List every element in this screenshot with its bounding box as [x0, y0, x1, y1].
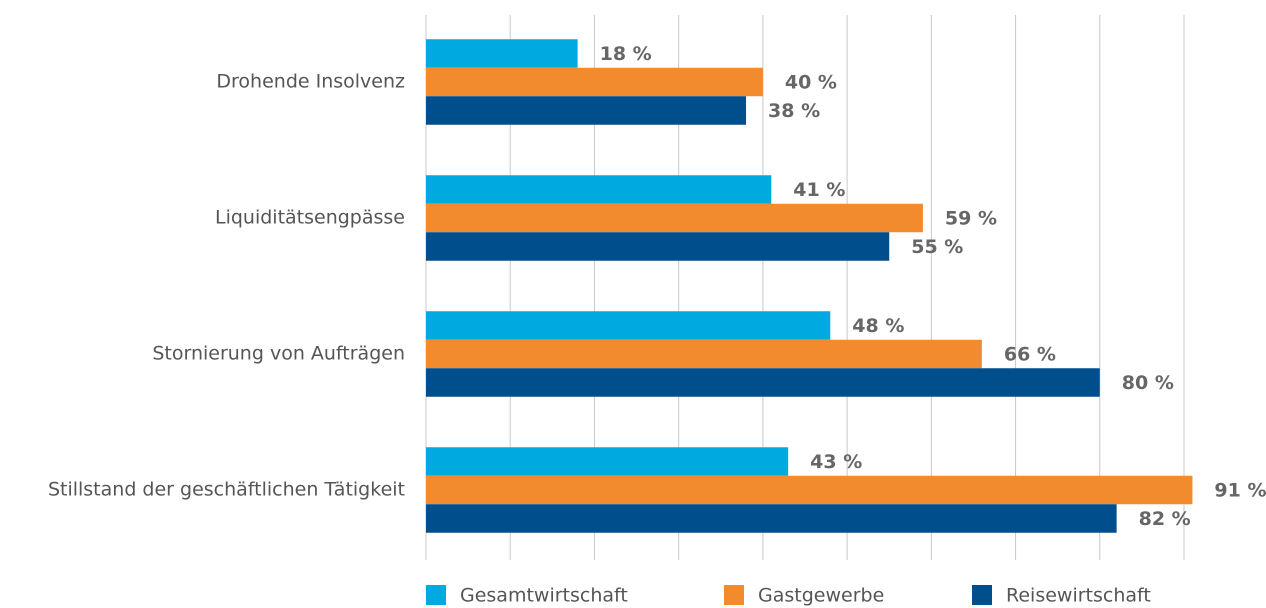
- bar: [426, 475, 1193, 505]
- bar: [426, 39, 578, 68]
- legend-label: Reisewirtschaft: [1006, 585, 1151, 607]
- value-label: 38 %: [768, 100, 820, 122]
- value-label: 18 %: [600, 43, 652, 65]
- value-label: 40 %: [785, 72, 837, 94]
- bar: [426, 67, 763, 97]
- value-label: 59 %: [945, 208, 997, 230]
- value-label: 66 %: [1004, 344, 1056, 366]
- value-label: 43 %: [810, 451, 862, 473]
- legend-swatch: [972, 585, 992, 605]
- category-label: Liquiditätsengpässe: [215, 207, 405, 229]
- bar: [426, 504, 1117, 533]
- value-label: 41 %: [793, 179, 845, 201]
- bar: [426, 203, 923, 233]
- legend-label: Gesamtwirtschaft: [460, 585, 628, 607]
- legend-swatch: [724, 585, 744, 605]
- value-label: 82 %: [1139, 508, 1191, 530]
- bar: [426, 339, 982, 369]
- value-label: 48 %: [852, 315, 904, 337]
- value-label: 55 %: [911, 236, 963, 258]
- category-label: Stillstand der geschäftlichen Tätigkeit: [48, 479, 405, 501]
- bar: [426, 96, 747, 125]
- bar: [426, 447, 789, 476]
- bar: [426, 311, 831, 340]
- bar: [426, 368, 1100, 397]
- category-label: Drohende Insolvenz: [216, 71, 405, 93]
- bar: [426, 175, 772, 204]
- value-label: 91 %: [1214, 480, 1266, 502]
- category-label: Stornierung von Aufträgen: [152, 343, 405, 365]
- legend-swatch: [426, 585, 446, 605]
- legend-label: Gastgewerbe: [758, 585, 884, 607]
- value-label: 80 %: [1122, 372, 1174, 394]
- bar: [426, 232, 890, 261]
